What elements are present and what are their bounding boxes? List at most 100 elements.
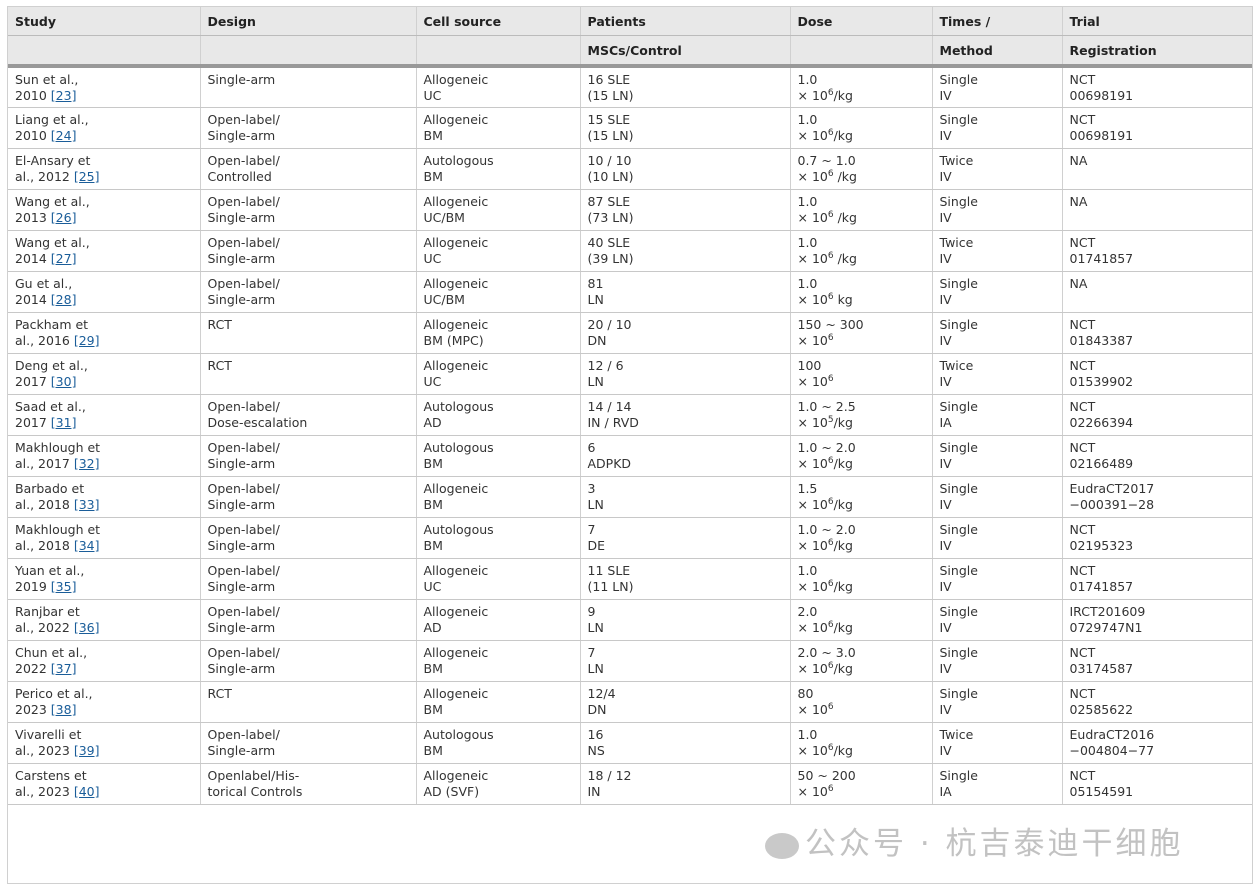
reference-link[interactable]: [29] bbox=[73, 332, 100, 348]
patients-condition: (10 LN) bbox=[587, 168, 634, 184]
cell-patients: 81 LN bbox=[579, 271, 790, 313]
cell-dose: 80 × 106 bbox=[789, 681, 932, 723]
dose-exponent: 6 bbox=[827, 332, 834, 343]
patients-condition: NS bbox=[587, 742, 605, 758]
table-row: Carstens et al., 2023 [40] Openlabel/His-t… bbox=[8, 763, 1252, 805]
reference-link[interactable]: [31] bbox=[50, 414, 77, 430]
header-trial-registration: Registration bbox=[1061, 35, 1252, 68]
cell-study: Chun et al., 2022 [37] bbox=[8, 640, 200, 682]
dose-exponent: 6 bbox=[827, 87, 834, 98]
study-authors: Wang et al., bbox=[15, 234, 90, 250]
cell-study: Saad et al., 2017 [31] bbox=[8, 394, 200, 436]
dose-unit: /kg bbox=[833, 537, 853, 553]
times: Single bbox=[939, 644, 978, 660]
cell-study: Yuan et al., 2019 [35] bbox=[8, 558, 200, 600]
cell-origin: UC/BM bbox=[423, 291, 465, 307]
dose-multiplier: × 10 bbox=[797, 619, 828, 635]
design-line1: Open-label/ bbox=[207, 562, 280, 578]
reference-link[interactable]: [33] bbox=[73, 496, 100, 512]
cell-trial: NCT 05154591 bbox=[1061, 763, 1252, 805]
study-year: 2014 bbox=[15, 291, 51, 307]
design-line1: Open-label/ bbox=[207, 398, 280, 414]
dose-exponent: 6 bbox=[827, 578, 834, 589]
study-year: 2023 bbox=[15, 701, 51, 717]
patients-count: 6 bbox=[587, 439, 596, 455]
cell-origin: BM bbox=[423, 537, 443, 553]
trial-line1: NCT bbox=[1069, 767, 1096, 783]
header-times-method: Times / bbox=[931, 7, 1062, 36]
cell-source: Allogeneic BM bbox=[415, 476, 580, 518]
cell-source: Allogeneic BM bbox=[415, 107, 580, 149]
cell-patients: 3 LN bbox=[579, 476, 790, 518]
dose-unit: /kg bbox=[833, 168, 857, 184]
cell-type: Autologous bbox=[423, 152, 494, 168]
method: IV bbox=[939, 619, 952, 635]
cell-trial: NCT 01741857 bbox=[1061, 558, 1252, 600]
reference-link[interactable]: [27] bbox=[50, 250, 77, 266]
study-year: al., 2017 bbox=[15, 455, 74, 471]
table-frame bbox=[7, 6, 1253, 884]
cell-study: Sun et al., 2010 [23] bbox=[8, 66, 200, 108]
reference-link[interactable]: [37] bbox=[50, 660, 77, 676]
patients-condition: LN bbox=[587, 373, 604, 389]
design-line1: RCT bbox=[207, 357, 232, 373]
reference-link[interactable]: [26] bbox=[50, 209, 77, 225]
cell-times: Single IV bbox=[931, 476, 1062, 518]
dose-value: 1.0 bbox=[797, 275, 818, 291]
design-line1: Open-label/ bbox=[207, 152, 280, 168]
dose-value: 1.0 bbox=[797, 234, 818, 250]
cell-times: Twice IV bbox=[931, 230, 1062, 272]
reference-link[interactable]: [40] bbox=[73, 783, 100, 799]
reference-link[interactable]: [24] bbox=[50, 127, 77, 143]
method: IA bbox=[939, 414, 952, 430]
patients-count: 7 bbox=[587, 644, 596, 660]
design-line2: Single-arm bbox=[207, 291, 276, 307]
cell-type: Allogeneic bbox=[423, 644, 489, 660]
reference-link[interactable]: [32] bbox=[73, 455, 100, 471]
table-row: Saad et al., 2017 [31] Open-label/Dose-esc… bbox=[8, 394, 1252, 436]
cell-source: Allogeneic UC bbox=[415, 230, 580, 272]
times: Single bbox=[939, 767, 978, 783]
design-line2: Single-arm bbox=[207, 660, 276, 676]
cell-trial: NCT 01843387 bbox=[1061, 312, 1252, 354]
dose-value: 1.5 bbox=[797, 480, 818, 496]
cell-dose: 1.0 ~ 2.0 × 106/kg bbox=[789, 435, 932, 477]
cell-study: Ranjbar et al., 2022 [36] bbox=[8, 599, 200, 641]
method: IV bbox=[939, 660, 952, 676]
reference-link[interactable]: [39] bbox=[73, 742, 100, 758]
trial-line2: 01741857 bbox=[1069, 578, 1134, 594]
dose-exponent: 6 bbox=[827, 783, 834, 794]
trial-line2: 01843387 bbox=[1069, 332, 1134, 348]
header-dose bbox=[789, 35, 932, 68]
dose-exponent: 6 bbox=[827, 250, 834, 261]
cell-origin: AD bbox=[423, 619, 442, 635]
header-subrow: MSCs/Control Method Registration bbox=[8, 35, 1252, 68]
cell-source: Autologous BM bbox=[415, 435, 580, 477]
cell-study: Vivarelli et al., 2023 [39] bbox=[8, 722, 200, 764]
cell-study: Makhlough et al., 2018 [34] bbox=[8, 517, 200, 559]
dose-unit: /kg bbox=[833, 250, 857, 266]
study-authors: Makhlough et bbox=[15, 521, 101, 537]
reference-link[interactable]: [30] bbox=[50, 373, 77, 389]
cell-patients: 87 SLE (73 LN) bbox=[579, 189, 790, 231]
reference-link[interactable]: [28] bbox=[50, 291, 77, 307]
cell-design: Open-label/Single-arm bbox=[199, 107, 416, 149]
reference-link[interactable]: [38] bbox=[50, 701, 77, 717]
dose-value: 1.0 ~ 2.5 bbox=[797, 398, 856, 414]
study-year: 2017 bbox=[15, 414, 51, 430]
dose-value: 2.0 bbox=[797, 603, 818, 619]
cell-type: Allogeneic bbox=[423, 767, 489, 783]
cell-trial: NA bbox=[1061, 271, 1252, 313]
table-row: Chun et al., 2022 [37] Open-label/Single-a… bbox=[8, 640, 1252, 682]
dose-multiplier: × 10 bbox=[797, 660, 828, 676]
cell-dose: 150 ~ 300 × 106 bbox=[789, 312, 932, 354]
reference-link[interactable]: [25] bbox=[73, 168, 100, 184]
header-cell-source bbox=[415, 35, 580, 68]
trial-line1: EudraCT2017 bbox=[1069, 480, 1155, 496]
reference-link[interactable]: [34] bbox=[73, 537, 100, 553]
times: Single bbox=[939, 685, 978, 701]
cell-type: Allogeneic bbox=[423, 480, 489, 496]
reference-link[interactable]: [36] bbox=[73, 619, 100, 635]
reference-link[interactable]: [23] bbox=[50, 88, 77, 103]
reference-link[interactable]: [35] bbox=[50, 578, 77, 594]
